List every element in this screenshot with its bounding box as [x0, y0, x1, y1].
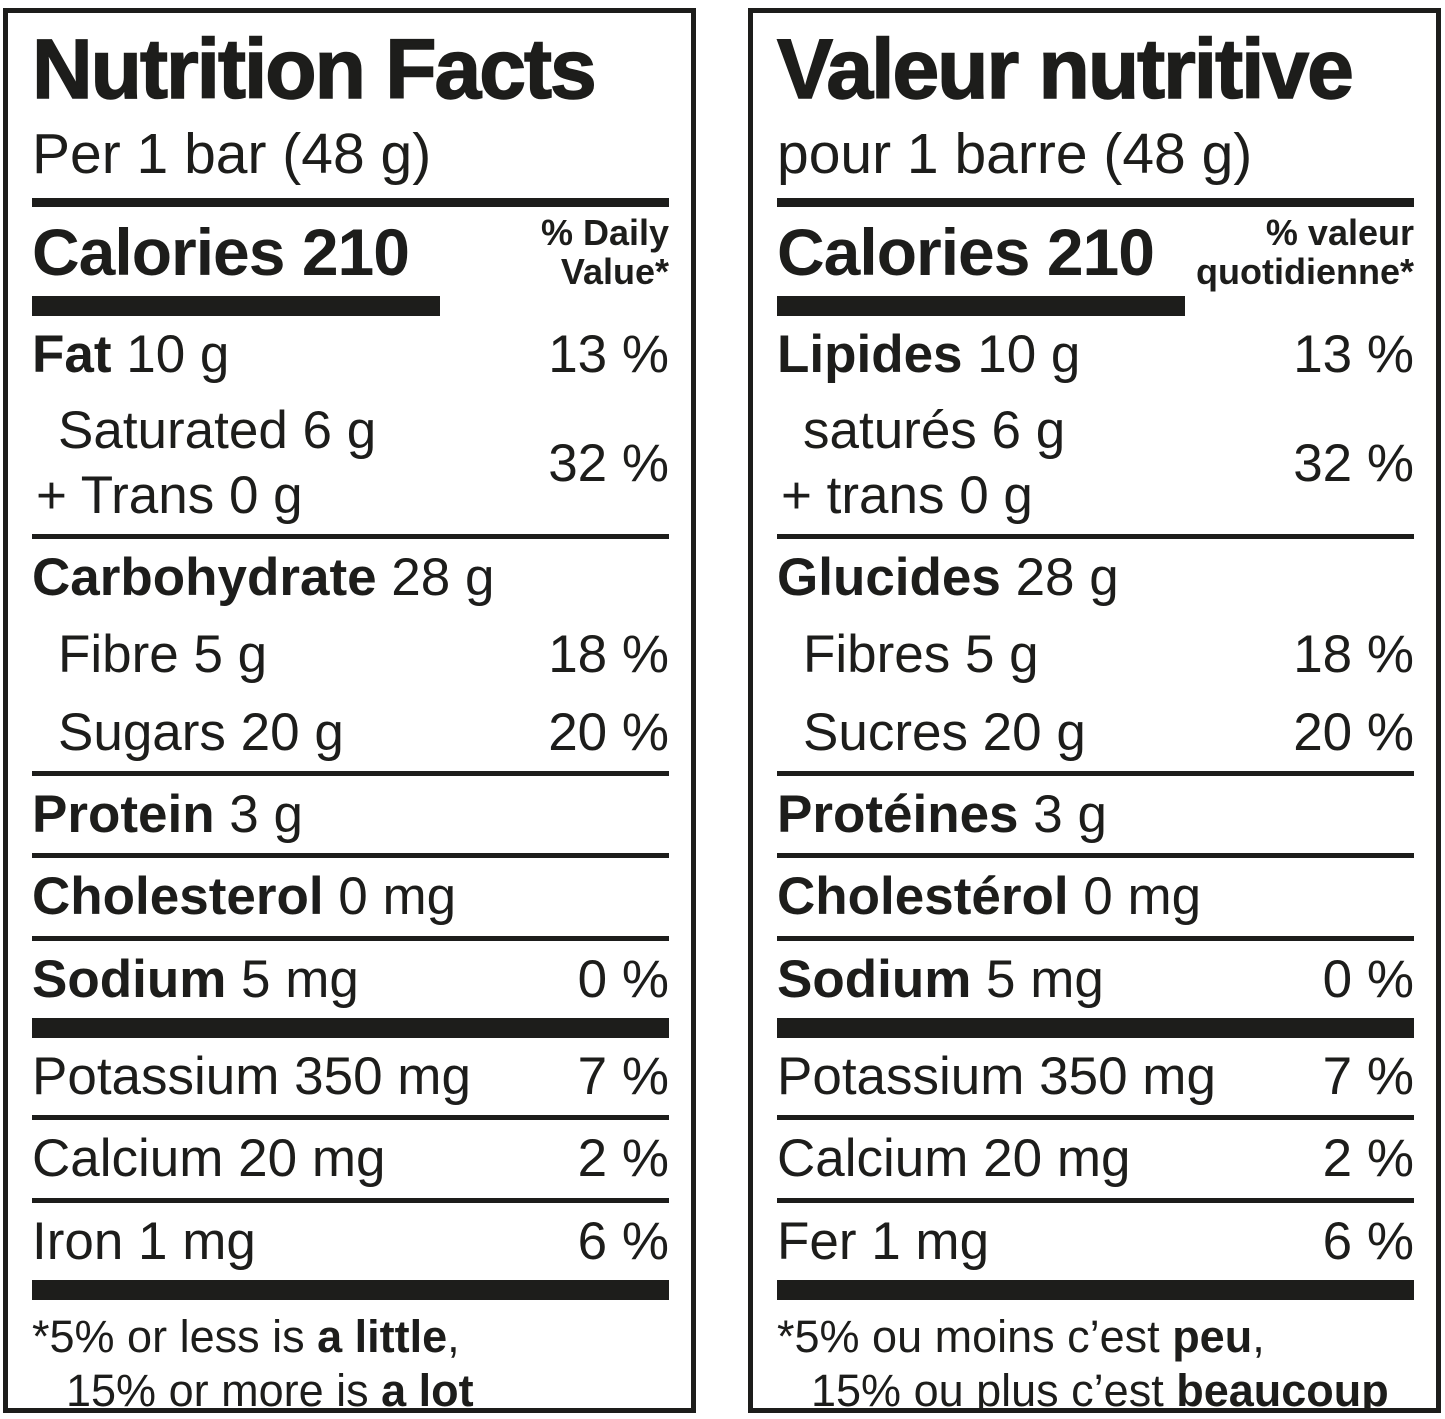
serving-size-en: Per 1 bar (48 g): [32, 122, 432, 187]
row-sugars-en: Sugars 20 g 20 %: [58, 702, 669, 762]
calories-en: Calories 210: [32, 214, 410, 290]
thick-separator: [32, 1018, 669, 1038]
footnote-en: *5% or less is a little, 15% or more is …: [32, 1311, 474, 1413]
calories-label-en: Calories: [32, 215, 285, 290]
dv-fat-fr: 13 %: [1293, 324, 1414, 384]
row-potassium-en: Potassium 350 mg 7 %: [32, 1047, 669, 1106]
dv-fat-en: 13 %: [548, 324, 669, 384]
calories-underline-bar-en: [32, 295, 440, 316]
dv-fibre-fr: 18 %: [1293, 625, 1414, 685]
dv-saturated-trans-en: 32 %: [548, 433, 669, 493]
serving-size-fr: pour 1 barre (48 g): [777, 122, 1253, 187]
panel-title-en: Nutrition Facts: [31, 22, 597, 116]
thick-separator: [777, 1018, 1414, 1038]
dv-iron-fr: 6 %: [1322, 1211, 1414, 1271]
row-fibre-fr: Fibres 5 g 18 %: [803, 625, 1414, 685]
row-cholesterol-en: Cholesterol 0 mg: [32, 867, 457, 927]
divider: [777, 853, 1414, 859]
row-fibre-en: Fibre 5 g 18 %: [58, 625, 669, 685]
calories-value-en: 210: [301, 215, 410, 290]
nutrition-facts-panel-en: Nutrition Facts Per 1 bar (48 g) Calorie…: [3, 8, 696, 1413]
row-protein-fr: Protéines 3 g: [777, 784, 1107, 844]
row-calcium-fr: Calcium 20 mg 2 %: [777, 1129, 1414, 1189]
divider: [777, 1197, 1414, 1203]
row-potassium-fr: Potassium 350 mg 7 %: [777, 1047, 1414, 1106]
calories-underline-bar-fr: [777, 295, 1185, 316]
divider: [32, 935, 669, 941]
divider: [777, 935, 1414, 941]
divider: [777, 533, 1414, 539]
dv-fibre-en: 18 %: [548, 625, 669, 685]
row-sodium-fr: Sodium 5 mg 0 %: [777, 949, 1414, 1009]
row-iron-en: Iron 1 mg 6 %: [32, 1211, 669, 1271]
row-carbohydrate-fr: Glucides 28 g: [777, 547, 1119, 607]
footnote-fr: *5% ou moins c’est peu, 15% ou plus c’es…: [777, 1311, 1389, 1413]
divider: [32, 1197, 669, 1203]
divider: [777, 770, 1414, 776]
daily-value-header-fr: % valeur quotidienne*: [1196, 211, 1414, 293]
row-cholesterol-fr: Cholestérol 0 mg: [777, 867, 1202, 927]
row-saturated-trans-fr: saturés 6 g + trans 0 g 32 %: [781, 401, 1414, 526]
divider-serving-fr: [777, 197, 1414, 207]
divider: [32, 533, 669, 539]
dv-sugars-fr: 20 %: [1293, 702, 1414, 762]
calories-row-en: Calories 210 % Daily Value*: [32, 211, 669, 293]
calories-value-fr: 210: [1046, 215, 1155, 290]
calories-fr: Calories 210: [777, 214, 1155, 290]
row-iron-fr: Fer 1 mg 6 %: [777, 1211, 1414, 1271]
dv-potassium-en: 7 %: [577, 1047, 669, 1106]
dv-calcium-en: 2 %: [577, 1129, 669, 1189]
divider: [32, 1115, 669, 1121]
thick-separator: [777, 1280, 1414, 1301]
panel-title-fr: Valeur nutritive: [776, 22, 1354, 116]
divider-serving-en: [32, 197, 669, 207]
dv-potassium-fr: 7 %: [1322, 1047, 1414, 1106]
divider: [777, 1115, 1414, 1121]
divider: [32, 853, 669, 859]
dv-sodium-en: 0 %: [577, 949, 669, 1009]
row-sodium-en: Sodium 5 mg 0 %: [32, 949, 669, 1009]
row-carbohydrate-en: Carbohydrate 28 g: [32, 547, 495, 607]
row-protein-en: Protein 3 g: [32, 784, 303, 844]
divider: [32, 770, 669, 776]
dv-saturated-trans-fr: 32 %: [1293, 433, 1414, 493]
calories-row-fr: Calories 210 % valeur quotidienne*: [777, 211, 1414, 293]
nutrition-facts-panel-fr: Valeur nutritive pour 1 barre (48 g) Cal…: [748, 8, 1441, 1413]
dv-iron-en: 6 %: [577, 1211, 669, 1271]
row-fat-en: Fat 10 g 13 %: [32, 324, 669, 384]
row-fat-fr: Lipides 10 g 13 %: [777, 324, 1414, 384]
thick-separator: [32, 1280, 669, 1301]
row-calcium-en: Calcium 20 mg 2 %: [32, 1129, 669, 1189]
dv-sugars-en: 20 %: [548, 702, 669, 762]
row-saturated-trans-en: Saturated 6 g + Trans 0 g 32 %: [36, 401, 669, 526]
dv-sodium-fr: 0 %: [1322, 949, 1414, 1009]
dv-calcium-fr: 2 %: [1322, 1129, 1414, 1189]
row-sugars-fr: Sucres 20 g 20 %: [803, 702, 1414, 762]
daily-value-header-en: % Daily Value*: [540, 211, 669, 293]
calories-label-fr: Calories: [777, 215, 1030, 290]
